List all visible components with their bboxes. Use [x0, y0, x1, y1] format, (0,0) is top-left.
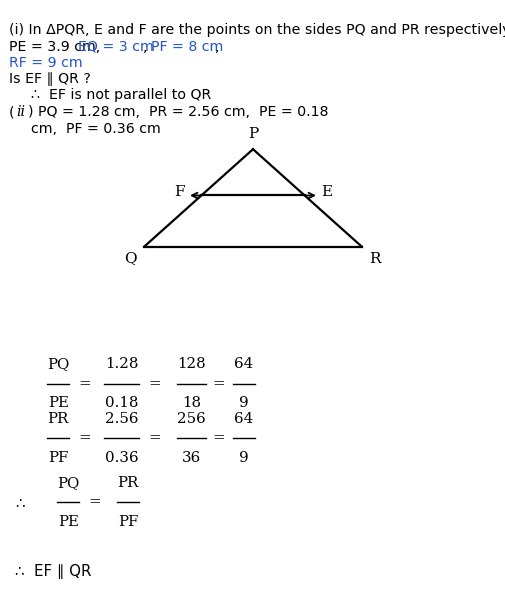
Text: 64: 64 — [234, 357, 253, 371]
Text: cm,  PF = 0.36 cm: cm, PF = 0.36 cm — [31, 122, 161, 136]
Text: R: R — [369, 252, 380, 266]
Text: 0.36: 0.36 — [105, 451, 138, 465]
Text: ∴: ∴ — [15, 495, 25, 510]
Text: 18: 18 — [181, 396, 200, 410]
Text: F: F — [174, 186, 185, 199]
Text: =: = — [212, 432, 224, 445]
Text: 2.56: 2.56 — [105, 412, 138, 426]
Text: ∴  EF ∥ QR: ∴ EF ∥ QR — [15, 564, 91, 579]
Text: PF: PF — [48, 451, 68, 465]
Text: 64: 64 — [234, 412, 253, 426]
Text: Is EF ∥ QR ?: Is EF ∥ QR ? — [9, 72, 91, 86]
Text: 9: 9 — [238, 396, 248, 410]
Text: =: = — [79, 432, 91, 445]
Text: (: ( — [9, 105, 15, 119]
Text: RF = 9 cm: RF = 9 cm — [9, 56, 83, 70]
Text: =: = — [148, 377, 160, 390]
Text: =: = — [212, 377, 224, 390]
Text: EQ = 3 cm: EQ = 3 cm — [78, 40, 154, 54]
Text: ) PQ = 1.28 cm,  PR = 2.56 cm,  PE = 0.18: ) PQ = 1.28 cm, PR = 2.56 cm, PE = 0.18 — [28, 105, 328, 119]
Text: PR: PR — [117, 476, 138, 490]
Text: E: E — [320, 186, 331, 199]
Text: 36: 36 — [181, 451, 200, 465]
Text: PE: PE — [58, 515, 79, 529]
Text: PR: PR — [47, 412, 69, 426]
Text: ∴  EF is not parallel to QR: ∴ EF is not parallel to QR — [31, 88, 211, 102]
Text: 9: 9 — [238, 451, 248, 465]
Text: =: = — [148, 432, 160, 445]
Text: (i) In ΔPQR, E and F are the points on the sides PQ and PR respectively: (i) In ΔPQR, E and F are the points on t… — [9, 23, 505, 37]
Text: PE = 3.9 cm,: PE = 3.9 cm, — [9, 40, 105, 54]
Text: 128: 128 — [177, 357, 205, 371]
Text: =: = — [89, 496, 101, 509]
Text: PF: PF — [118, 515, 138, 529]
Text: 1.28: 1.28 — [105, 357, 138, 371]
Text: P: P — [247, 127, 258, 141]
Text: PF = 8 cm: PF = 8 cm — [150, 40, 223, 54]
Text: ,: , — [215, 40, 219, 54]
Text: 0.18: 0.18 — [105, 396, 138, 410]
Text: Q: Q — [124, 252, 136, 266]
Text: PQ: PQ — [57, 476, 79, 490]
Text: PE: PE — [47, 396, 69, 410]
Text: =: = — [79, 377, 91, 390]
Text: 256: 256 — [177, 412, 205, 426]
Text: ii: ii — [17, 105, 26, 119]
Text: PQ: PQ — [47, 357, 69, 371]
Text: ,: , — [143, 40, 152, 54]
